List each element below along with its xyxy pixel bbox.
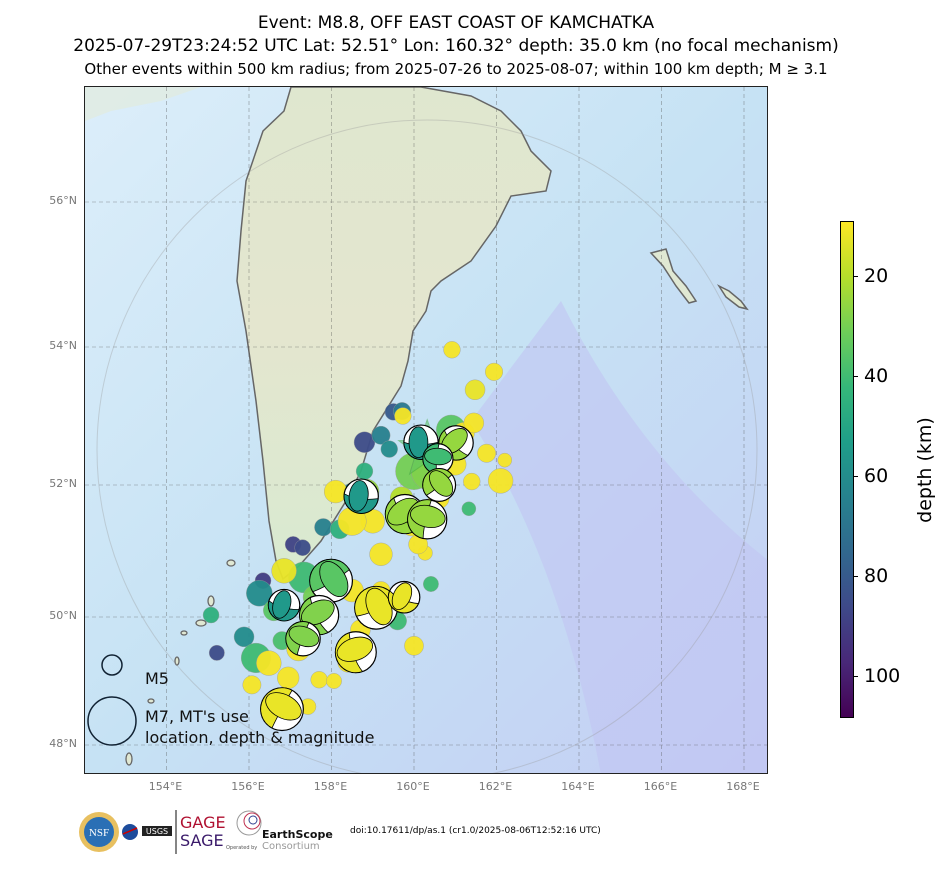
lon-tick-label: 160°E	[396, 780, 430, 793]
magnitude-legend	[87, 654, 137, 746]
kuril-islands	[125, 559, 236, 766]
colorbar-tick	[853, 676, 858, 677]
earthquake-marker[interactable]	[369, 542, 393, 566]
earthquake-marker[interactable]	[326, 673, 342, 689]
earthquake-marker[interactable]	[314, 518, 333, 537]
colorbar-tick-label: 80	[864, 565, 889, 587]
operated-by-text: Operated by	[226, 845, 257, 851]
colorbar-tick	[853, 276, 858, 277]
lat-tick-label: 50°N	[49, 609, 77, 622]
earthquake-marker[interactable]	[464, 379, 486, 400]
moment-tensor-beachball[interactable]	[260, 687, 306, 732]
moment-tensor-beachball[interactable]	[422, 443, 454, 475]
legend-m5-circle	[101, 654, 123, 676]
colorbar-tick-label: 100	[864, 665, 901, 687]
earthscope-logo-icon	[236, 810, 262, 836]
mainland	[85, 87, 201, 121]
moment-tensor-beachball[interactable]	[422, 466, 458, 503]
earthquake-marker[interactable]	[324, 479, 348, 504]
lon-tick-label: 164°E	[561, 780, 595, 793]
lat-tick-label: 54°N	[49, 339, 77, 352]
legend-m7-label: M7, MT's use	[145, 707, 249, 726]
earthquake-marker[interactable]	[246, 580, 273, 607]
earthscope-text: EarthScope	[262, 828, 333, 841]
moment-tensor-beachball[interactable]	[309, 557, 354, 603]
lon-tick-label: 154°E	[148, 780, 183, 793]
title-line2: 2025-07-29T23:24:52 UTC Lat: 52.51° Lon:…	[73, 36, 839, 56]
colorbar-tick	[853, 576, 858, 577]
earthquake-marker[interactable]	[463, 472, 481, 491]
earthquake-marker[interactable]	[487, 468, 514, 494]
earthquake-marker[interactable]	[355, 462, 374, 480]
earthquake-marker[interactable]	[380, 440, 398, 458]
title-line1: Event: M8.8, OFF EAST COAST OF KAMCHATKA	[257, 13, 655, 33]
gage-logo: GAGE	[180, 813, 226, 832]
moment-tensor-beachball[interactable]	[285, 621, 322, 657]
earthquake-marker[interactable]	[271, 558, 297, 584]
earthquake-marker[interactable]	[485, 362, 503, 381]
legend-m7-note: location, depth & magnitude	[145, 728, 375, 747]
lon-tick-label: 162°E	[478, 780, 513, 793]
lon-tick-label: 166°E	[643, 780, 678, 793]
svg-text:USGS: USGS	[146, 827, 168, 836]
medny-island	[716, 284, 749, 311]
colorbar-label: depth (km)	[914, 417, 936, 523]
moment-tensors-layer	[260, 424, 474, 732]
colorbar-tick	[853, 376, 858, 377]
nasa-logo	[122, 824, 138, 840]
earthquake-marker[interactable]	[423, 576, 439, 592]
colorbar-tick	[853, 476, 858, 477]
footer-logos: NSF USGS GAGE SAGE EarthScope Consortium…	[78, 808, 601, 856]
colorbar-tick-label: 40	[864, 365, 889, 387]
trench-deep-water	[471, 301, 767, 773]
legend-m5-label: M5	[145, 669, 169, 688]
earthquake-marker[interactable]	[233, 626, 255, 648]
colorbar-tick-label: 60	[864, 465, 889, 487]
earthquake-marker[interactable]	[497, 452, 512, 468]
lat-tick-label: 48°N	[49, 737, 77, 750]
earthquake-marker[interactable]	[242, 675, 262, 695]
earthquake-marker[interactable]	[208, 644, 225, 661]
radius-500km-circle	[96, 119, 758, 773]
earthquake-marker[interactable]	[477, 443, 496, 463]
lon-tick-label: 156°E	[231, 780, 265, 793]
lon-tick-label: 168°E	[726, 780, 760, 793]
lon-tick-label: 158°E	[313, 780, 348, 793]
earthquake-marker[interactable]	[310, 671, 328, 689]
consortium-text: Consortium	[262, 841, 320, 852]
bering-island	[649, 248, 698, 304]
moment-tensor-beachball[interactable]	[267, 588, 301, 622]
moment-tensor-beachball[interactable]	[343, 478, 379, 514]
earthquake-marker[interactable]	[371, 425, 391, 445]
colorbar-tick-label: 20	[864, 265, 889, 287]
earthquake-marker[interactable]	[277, 666, 300, 689]
earthquake-marker[interactable]	[443, 341, 461, 359]
map-panel	[84, 86, 768, 774]
moment-tensor-beachball[interactable]	[354, 584, 398, 630]
nsf-logo: NSF	[79, 812, 119, 852]
map-canvas	[85, 87, 767, 773]
title-line3: Other events within 500 km radius; from …	[84, 60, 828, 78]
sage-logo: SAGE	[180, 831, 224, 850]
lat-tick-label: 52°N	[49, 477, 77, 490]
doi-text: doi:10.17611/dp/as.1 (cr1.0/2025-08-06T1…	[350, 826, 601, 836]
usgs-logo: USGS	[142, 826, 172, 836]
earthquake-marker[interactable]	[404, 636, 424, 656]
moment-tensor-beachball[interactable]	[387, 580, 421, 614]
logos: NSF USGS GAGE SAGE EarthScope Consortium…	[79, 810, 333, 854]
earthquake-marker[interactable]	[202, 606, 220, 624]
legend-m7-circle	[87, 696, 137, 746]
earthquake-marker[interactable]	[463, 412, 485, 434]
depth-colorbar	[840, 221, 854, 718]
moment-tensor-beachball[interactable]	[407, 499, 448, 540]
svg-text:NSF: NSF	[89, 827, 109, 839]
earthquake-marker[interactable]	[394, 407, 412, 425]
earthquake-marker[interactable]	[294, 539, 311, 556]
lat-tick-label: 56°N	[49, 194, 77, 207]
moment-tensor-beachball[interactable]	[334, 631, 377, 674]
earthquake-marker[interactable]	[256, 650, 282, 676]
earthquake-marker[interactable]	[461, 501, 477, 517]
